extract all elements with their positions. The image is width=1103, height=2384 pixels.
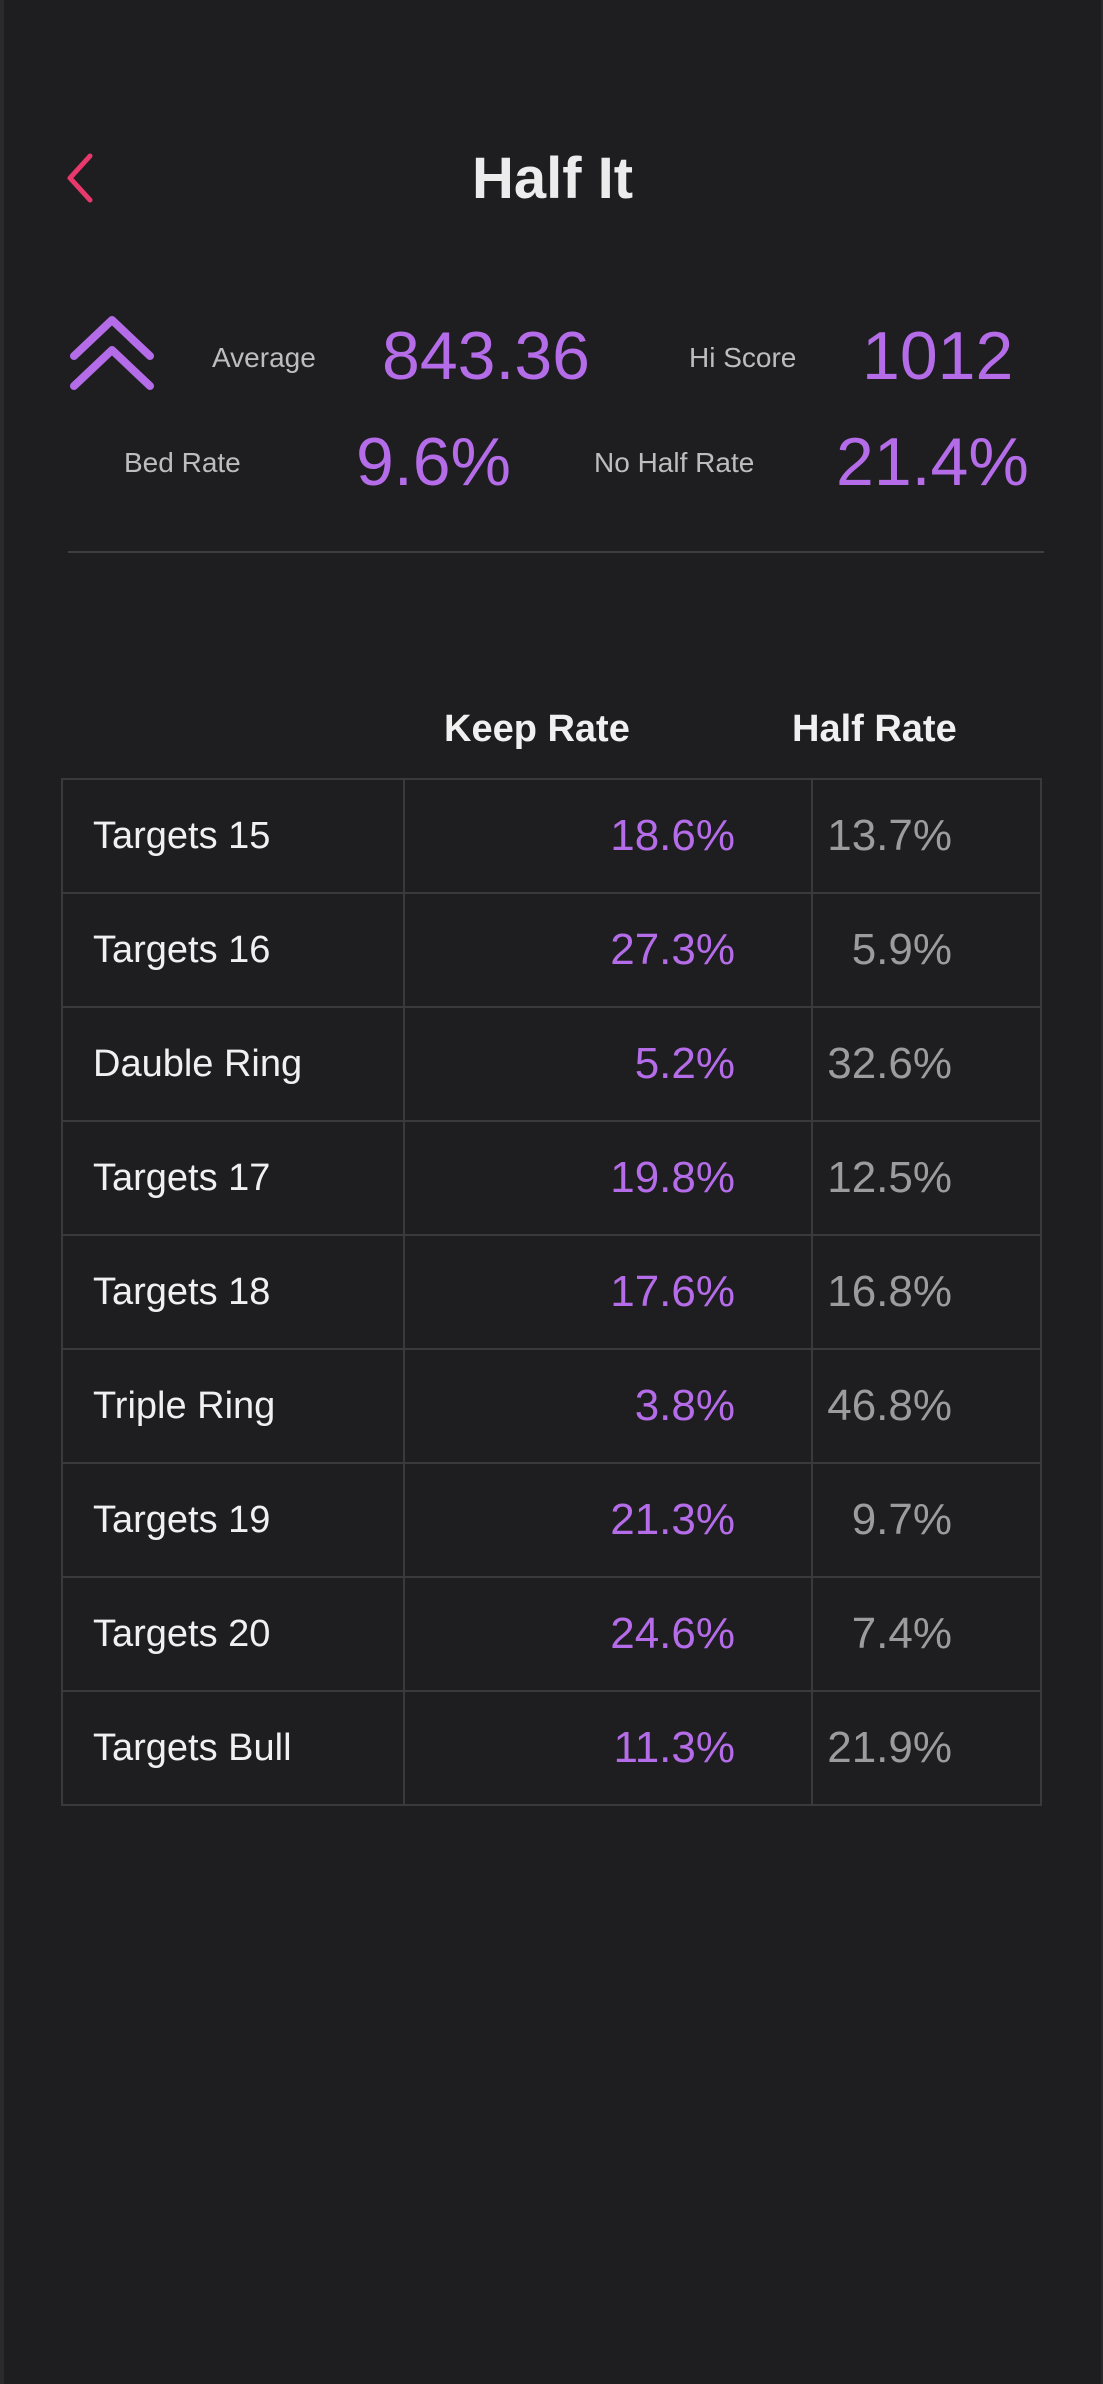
row-name: Targets 17: [61, 1120, 405, 1236]
keep-rate-value: 17.6%: [403, 1234, 813, 1350]
row-name: Dauble Ring: [61, 1006, 405, 1122]
keep-rate-value: 5.2%: [403, 1006, 813, 1122]
keep-rate-value: 18.6%: [403, 778, 813, 894]
chevron-left-icon: [67, 153, 93, 203]
half-rate-value: 46.8%: [811, 1348, 1042, 1464]
half-rate-value: 5.9%: [811, 892, 1042, 1008]
table-row: Targets 16 27.3% 5.9%: [61, 892, 1042, 1008]
no-half-rate-value: 21.4%: [836, 424, 1029, 500]
row-name: Targets 18: [61, 1234, 405, 1350]
keep-rate-value: 19.8%: [403, 1120, 813, 1236]
bed-rate-label: Bed Rate: [124, 447, 241, 478]
keep-rate-value: 11.3%: [403, 1690, 813, 1806]
row-name: Targets 20: [61, 1576, 405, 1692]
divider: [68, 551, 1044, 553]
half-rate-header: Half Rate: [792, 708, 957, 750]
average-label: Average: [212, 342, 316, 373]
half-rate-value: 16.8%: [811, 1234, 1042, 1350]
rates-table: Targets 15 18.6% 13.7% Targets 16 27.3% …: [61, 778, 1042, 1806]
no-half-rate-label: No Half Rate: [594, 447, 755, 478]
half-rate-value: 21.9%: [811, 1690, 1042, 1806]
keep-rate-value: 3.8%: [403, 1348, 813, 1464]
row-name: Triple Ring: [61, 1348, 405, 1464]
hiscore-label: Hi Score: [689, 342, 797, 373]
table-row: Targets 20 24.6% 7.4%: [61, 1576, 1042, 1692]
half-rate-value: 9.7%: [811, 1462, 1042, 1578]
half-rate-value: 7.4%: [811, 1576, 1042, 1692]
table-row: Targets 15 18.6% 13.7%: [61, 778, 1042, 894]
keep-rate-value: 21.3%: [403, 1462, 813, 1578]
table-row: Dauble Ring 5.2% 32.6%: [61, 1006, 1042, 1122]
row-name: Targets 16: [61, 892, 405, 1008]
double-chevron-up-icon: [70, 316, 154, 390]
half-rate-value: 13.7%: [811, 778, 1042, 894]
screen: Half It Average 843.36 Hi Score 1012 Bed…: [4, 0, 1101, 2384]
average-value: 843.36: [382, 318, 590, 394]
table-row: Targets Bull 11.3% 21.9%: [61, 1690, 1042, 1806]
back-button[interactable]: [56, 148, 116, 208]
row-name: Targets 19: [61, 1462, 405, 1578]
keep-rate-header: Keep Rate: [444, 708, 630, 750]
half-rate-value: 12.5%: [811, 1120, 1042, 1236]
table-row: Targets 18 17.6% 16.8%: [61, 1234, 1042, 1350]
row-name: Targets 15: [61, 778, 405, 894]
bed-rate-value: 9.6%: [356, 424, 511, 500]
row-name: Targets Bull: [61, 1690, 405, 1806]
page-title: Half It: [471, 146, 634, 211]
half-rate-value: 32.6%: [811, 1006, 1042, 1122]
table-row: Targets 19 21.3% 9.7%: [61, 1462, 1042, 1578]
table-row: Triple Ring 3.8% 46.8%: [61, 1348, 1042, 1464]
keep-rate-value: 24.6%: [403, 1576, 813, 1692]
table-row: Targets 17 19.8% 12.5%: [61, 1120, 1042, 1236]
hiscore-value: 1012: [862, 318, 1014, 394]
keep-rate-value: 27.3%: [403, 892, 813, 1008]
